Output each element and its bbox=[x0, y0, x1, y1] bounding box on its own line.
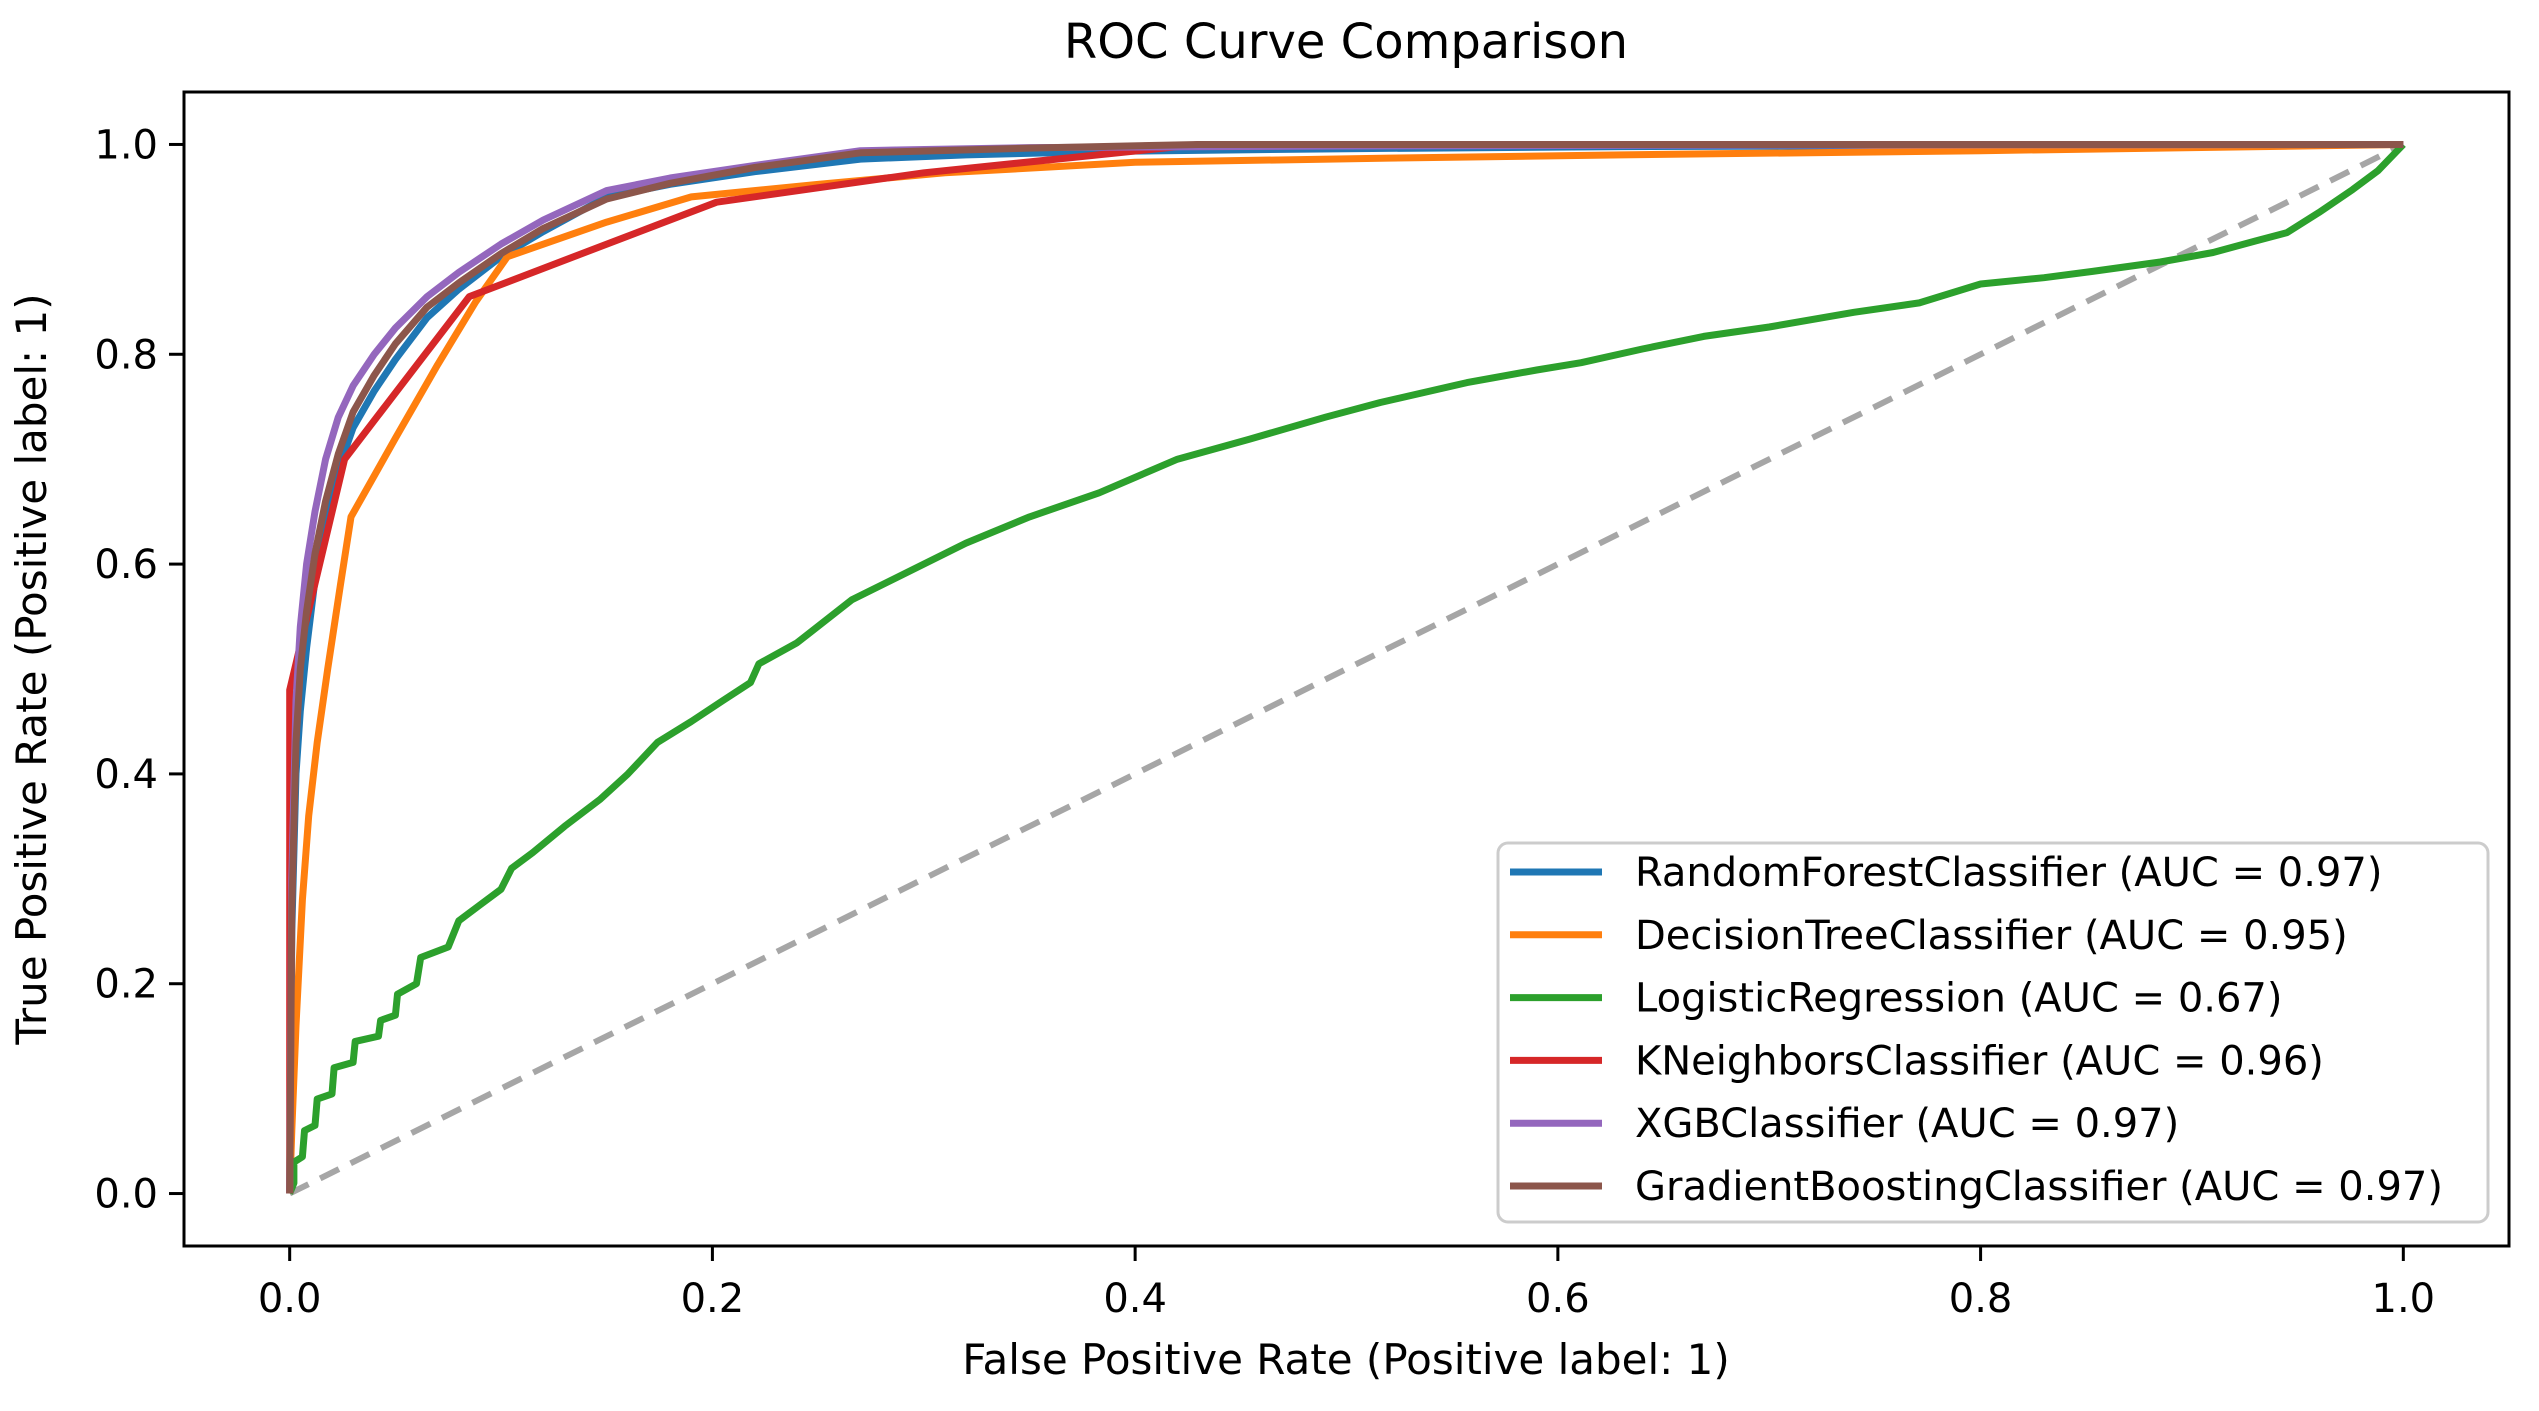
legend: RandomForestClassifier (AUC = 0.97) Decis… bbox=[1496, 841, 2490, 1224]
y-tick-label: 0.2 bbox=[94, 962, 158, 1008]
legend-label: XGBClassifier (AUC = 0.97) bbox=[1635, 1101, 2179, 1147]
roc-curve-GradientBoostingClassifier bbox=[286, 141, 2404, 1194]
x-tick-label: 0.6 bbox=[1526, 1276, 1590, 1322]
legend-label: LogisticRegression (AUC = 0.67) bbox=[1635, 976, 2282, 1022]
legend-item: XGBClassifier (AUC = 0.97) bbox=[1510, 1101, 2179, 1147]
x-tick-label: 0.4 bbox=[1103, 1276, 1167, 1322]
x-axis-label: False Positive Rate (Positive label: 1) bbox=[962, 1335, 1730, 1384]
roc-curve-LogisticRegression bbox=[286, 142, 2406, 1195]
chance-diagonal-line bbox=[288, 141, 2405, 1197]
legend-item: DecisionTreeClassifier (AUC = 0.95) bbox=[1510, 913, 2348, 959]
roc-curve-DecisionTreeClassifier bbox=[286, 141, 2404, 1194]
y-tick-label: 0.8 bbox=[94, 332, 158, 378]
plot-frame bbox=[182, 90, 2511, 1248]
chance-diagonal bbox=[288, 141, 2405, 1197]
y-axis-ticks: 0.0 0.2 0.4 0.6 0.8 1.0 bbox=[94, 122, 184, 1218]
y-tick-label: 0.4 bbox=[94, 752, 158, 798]
legend-label: KNeighborsClassifier (AUC = 0.96) bbox=[1635, 1038, 2324, 1084]
legend-label: GradientBoostingClassifier (AUC = 0.97) bbox=[1635, 1164, 2443, 1210]
x-tick-label: 0.2 bbox=[681, 1276, 745, 1322]
roc-curves bbox=[286, 141, 2406, 1195]
y-axis-label: True Positive Rate (Positive label: 1) bbox=[7, 293, 56, 1045]
legend-item: RandomForestClassifier (AUC = 0.97) bbox=[1510, 850, 2382, 896]
legend-item: LogisticRegression (AUC = 0.67) bbox=[1510, 976, 2282, 1022]
x-tick-label: 0.0 bbox=[258, 1276, 322, 1322]
y-tick-label: 1.0 bbox=[94, 122, 158, 168]
legend-label: RandomForestClassifier (AUC = 0.97) bbox=[1635, 850, 2382, 896]
x-tick-label: 0.8 bbox=[1949, 1276, 2013, 1322]
y-tick-label: 0.6 bbox=[94, 542, 158, 588]
x-tick-label: 1.0 bbox=[2372, 1276, 2436, 1322]
legend-box bbox=[1496, 841, 2490, 1224]
legend-item: KNeighborsClassifier (AUC = 0.96) bbox=[1510, 1038, 2324, 1084]
legend-item: GradientBoostingClassifier (AUC = 0.97) bbox=[1510, 1164, 2443, 1210]
y-tick-label: 0.0 bbox=[94, 1172, 158, 1218]
legend-label: DecisionTreeClassifier (AUC = 0.95) bbox=[1635, 913, 2348, 959]
x-axis-ticks: 0.0 0.2 0.4 0.6 0.8 1.0 bbox=[258, 1246, 2435, 1322]
chart-title: ROC Curve Comparison bbox=[1064, 14, 1628, 70]
